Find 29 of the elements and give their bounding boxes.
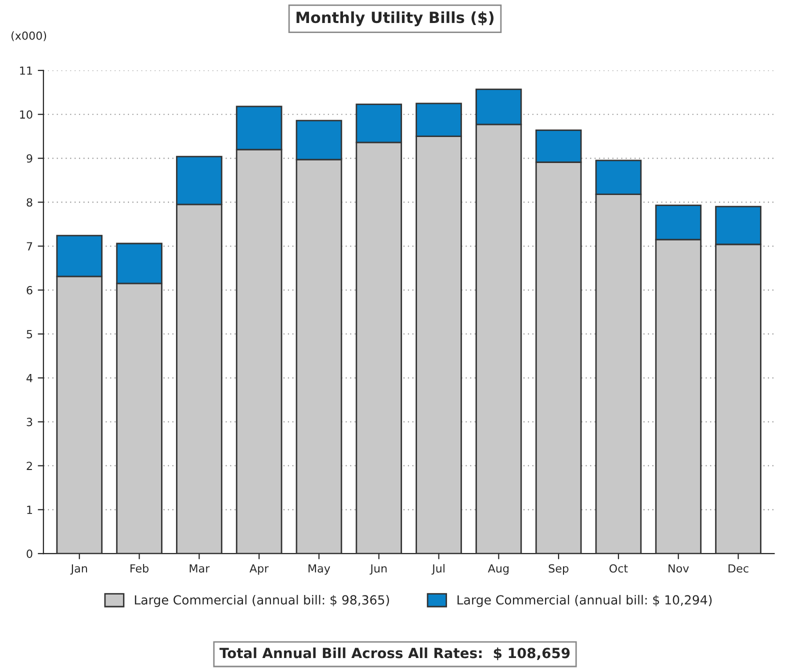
y-tick-label: 4 <box>26 374 32 382</box>
y-axis-title: (x000) <box>12 31 46 42</box>
x-tick-label: Jul <box>431 564 444 575</box>
y-tick-label: 11 <box>20 66 32 75</box>
x-tick-label: Feb <box>130 564 149 573</box>
y-tick-label: 9 <box>26 154 32 163</box>
x-tick-label: Dec <box>728 564 748 573</box>
legend-label: Large Commercial (annual bill: $ 10,294) <box>458 594 712 608</box>
text: Total Annual Bill Across All Rates: $ 108,659 <box>220 648 570 660</box>
y-tick-label: 6 <box>26 286 32 294</box>
x-tick-label: Apr <box>250 564 269 575</box>
x-tick-label: Aug <box>488 564 509 575</box>
x-tick-label: Jun <box>370 564 387 575</box>
x-tick-label: May <box>308 564 330 575</box>
y-tick-label: 1 <box>27 506 32 514</box>
x-tick-label: Oct <box>609 564 628 573</box>
y-tick-label: 10 <box>20 110 32 119</box>
x-tick-label: Nov <box>668 564 689 573</box>
y-tick-label: 0 <box>26 550 32 558</box>
x-tick-label: Mar <box>190 564 210 573</box>
x-tick-label: Sep <box>548 564 568 575</box>
y-tick-label: 8 <box>26 198 32 207</box>
x-tick-label: Jan <box>70 564 88 575</box>
y-tick-label: 3 <box>26 418 32 426</box>
chart-title: Monthly Utility Bills ($) <box>296 11 494 26</box>
legend-label: Large Commercial (annual bill: $ 98,365) <box>134 594 389 608</box>
y-tick-label: 2 <box>26 462 32 470</box>
y-tick-label: 7 <box>26 242 32 250</box>
y-tick-label: 5 <box>26 330 32 338</box>
